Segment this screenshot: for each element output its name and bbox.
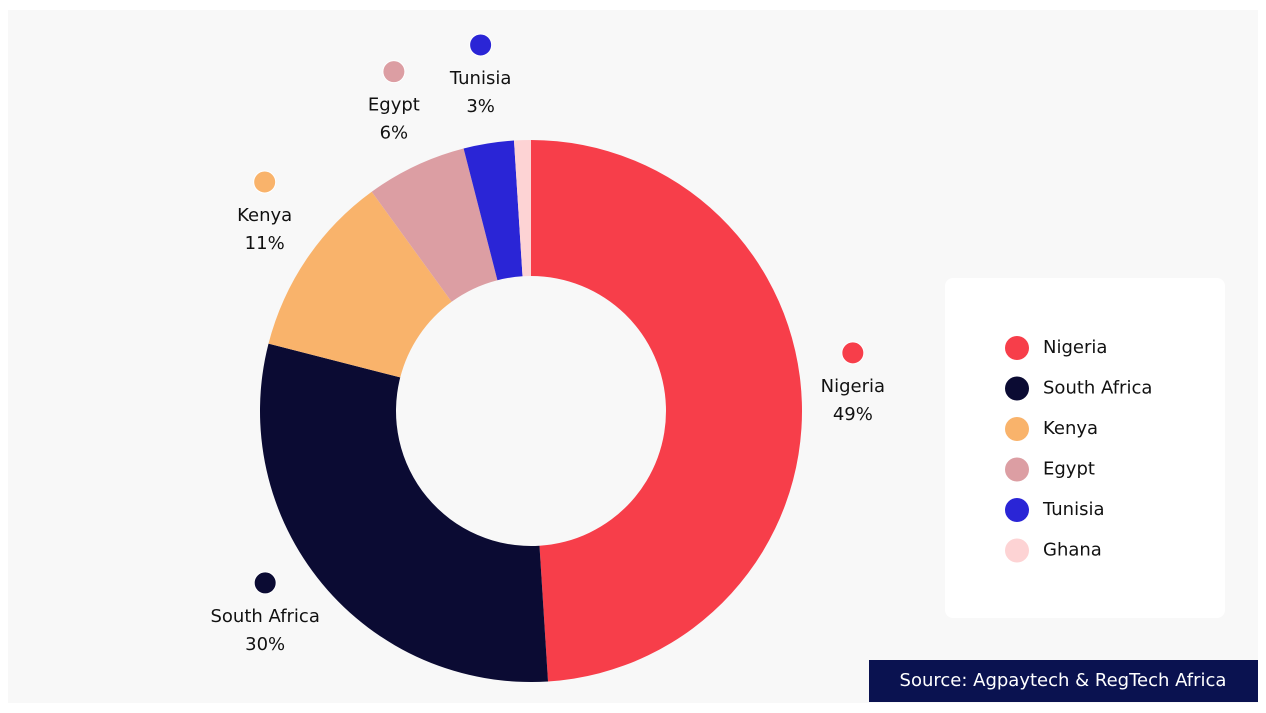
slice-label: Tunisia bbox=[449, 68, 512, 89]
flag-icon bbox=[253, 571, 277, 595]
legend-swatch bbox=[1005, 417, 1029, 441]
legend-label: Kenya bbox=[1043, 418, 1098, 439]
legend-label: Ghana bbox=[1043, 540, 1102, 561]
legend-swatch bbox=[1005, 457, 1029, 482]
slice bbox=[260, 343, 549, 683]
legend-swatch bbox=[1005, 376, 1029, 401]
slice bbox=[531, 140, 803, 682]
legend-swatch bbox=[1005, 336, 1029, 360]
flag-icon bbox=[382, 60, 406, 84]
value-label: 3% bbox=[466, 96, 495, 117]
legend-label: Egypt bbox=[1043, 459, 1095, 480]
legend-box bbox=[945, 278, 1225, 618]
flag-icon bbox=[841, 341, 865, 365]
legend-swatch bbox=[1005, 498, 1029, 522]
slice bbox=[463, 140, 523, 281]
flag-icon bbox=[253, 170, 277, 194]
value-label: 49% bbox=[833, 404, 873, 425]
slice-label: South Africa bbox=[210, 606, 319, 627]
source: Source: Agpaytech & RegTech Africa bbox=[900, 670, 1227, 691]
slice bbox=[513, 140, 531, 277]
legend-label: Tunisia bbox=[1042, 499, 1105, 520]
slice bbox=[268, 191, 452, 378]
source-box bbox=[869, 660, 1258, 702]
value-label: 30% bbox=[245, 634, 285, 655]
flag-icon bbox=[469, 33, 493, 57]
legend-label: South Africa bbox=[1043, 378, 1152, 399]
slice-label: Egypt bbox=[368, 95, 420, 116]
legend-swatch bbox=[1005, 538, 1029, 563]
legend-label: Nigeria bbox=[1043, 337, 1107, 358]
value-label: 6% bbox=[380, 123, 409, 144]
value-label: 11% bbox=[245, 233, 285, 254]
slice-label: Nigeria bbox=[821, 376, 885, 397]
slice bbox=[371, 148, 498, 302]
slice-label: Kenya bbox=[237, 205, 292, 226]
